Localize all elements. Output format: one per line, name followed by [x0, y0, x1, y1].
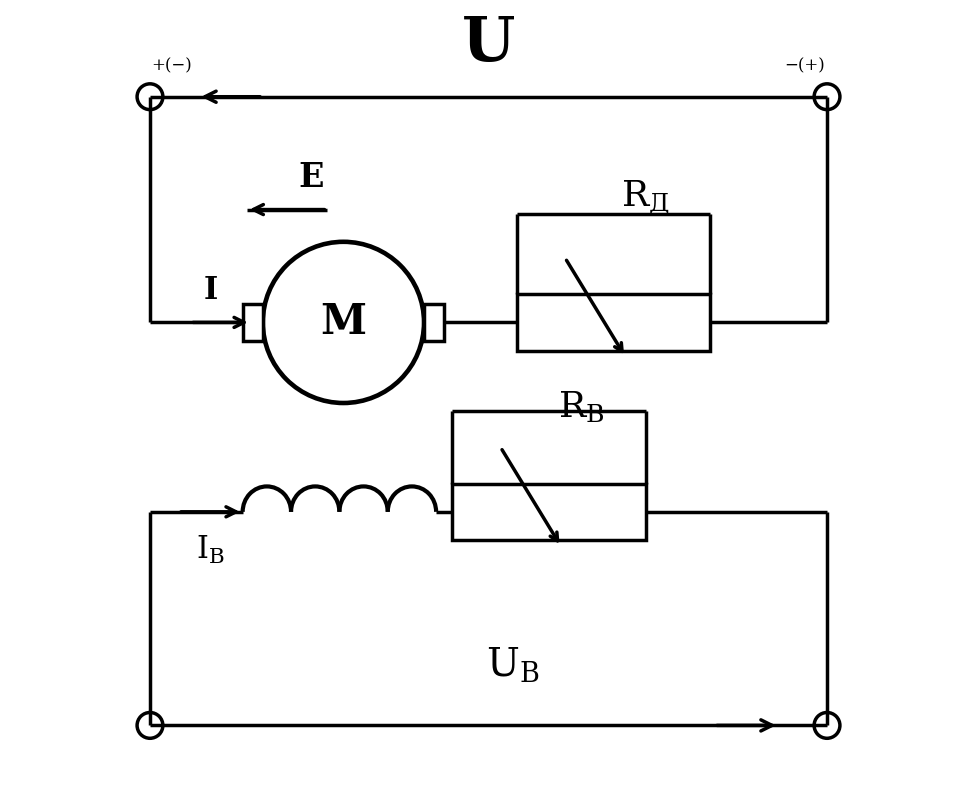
Text: +(−): +(−) [151, 57, 192, 74]
Text: $\mathregular{R_Д}$: $\mathregular{R_Д}$ [621, 178, 670, 217]
Text: $\mathregular{U_B}$: $\mathregular{U_B}$ [486, 646, 539, 684]
Bar [452, 484, 646, 540]
Bar [517, 294, 710, 351]
Text: −(+): −(+) [785, 57, 826, 74]
Text: U: U [462, 15, 515, 74]
Text: $\mathregular{R_B}$: $\mathregular{R_B}$ [558, 389, 605, 425]
Text: I: I [203, 275, 218, 305]
Text: E: E [298, 161, 324, 193]
Text: $\mathregular{I_B}$: $\mathregular{I_B}$ [196, 534, 225, 566]
Bar [242, 304, 263, 340]
Bar [424, 304, 445, 340]
Text: M: M [320, 301, 366, 343]
